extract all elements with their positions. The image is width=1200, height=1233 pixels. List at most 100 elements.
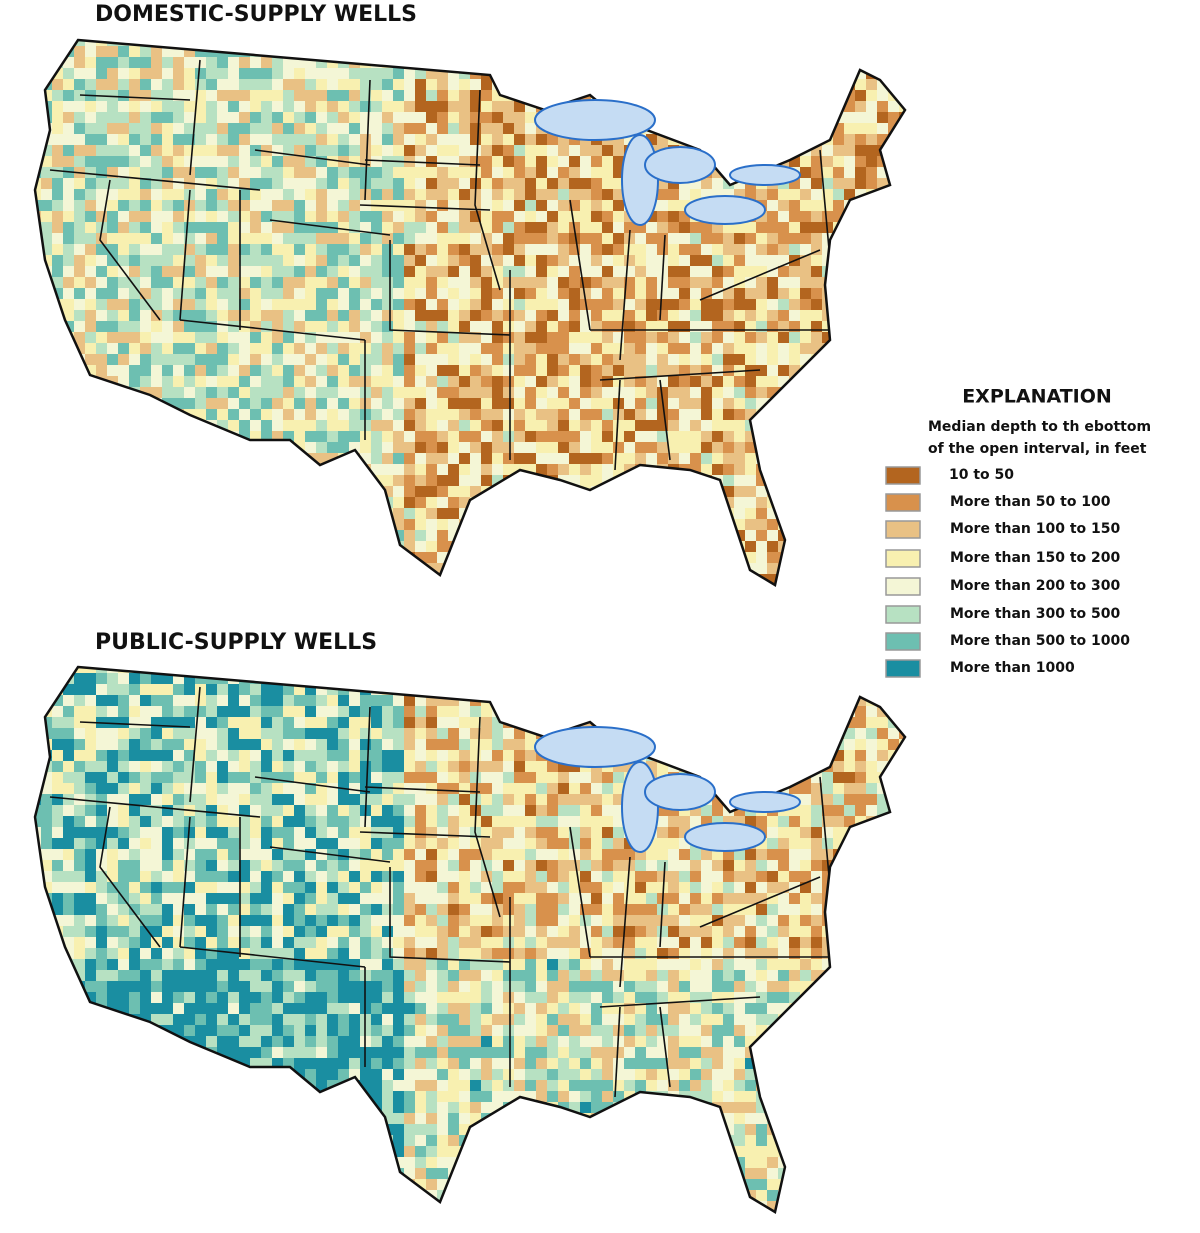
map-texture (426, 420, 438, 432)
map-texture (107, 486, 119, 498)
map-texture (547, 288, 559, 300)
map-texture (514, 277, 526, 289)
map-texture (140, 123, 152, 135)
map-texture (503, 563, 515, 575)
map-texture (756, 398, 768, 410)
state-border (614, 379, 621, 471)
map-texture (690, 552, 702, 564)
map-texture (877, 167, 889, 179)
map-texture (811, 376, 823, 388)
map-texture (514, 453, 526, 465)
map-texture (283, 486, 295, 498)
map-texture (844, 145, 856, 157)
map-texture (316, 178, 328, 190)
map-texture (635, 530, 647, 542)
map-texture (844, 552, 856, 564)
map-texture (63, 79, 75, 91)
map-texture (591, 321, 603, 333)
map-texture (514, 519, 526, 531)
map-texture (690, 761, 702, 773)
map-texture (591, 365, 603, 377)
map-texture (173, 376, 185, 388)
map-texture (338, 486, 350, 498)
map-texture (855, 68, 867, 80)
map-texture (327, 244, 339, 256)
map-texture (624, 519, 636, 531)
map-texture (382, 101, 394, 113)
map-texture (305, 475, 317, 487)
map-texture (712, 442, 724, 454)
map-texture (690, 398, 702, 410)
map-texture (52, 717, 64, 729)
map-texture (800, 211, 812, 223)
map-texture (855, 563, 867, 575)
map-texture (140, 112, 152, 124)
map-texture (679, 211, 691, 223)
map-texture (866, 255, 878, 267)
map-texture (195, 552, 207, 564)
map-texture (35, 354, 42, 366)
map-texture (668, 453, 680, 465)
map-texture (404, 431, 416, 443)
map-texture (591, 255, 603, 267)
map-texture (272, 486, 284, 498)
map-texture (888, 40, 900, 47)
map-texture (536, 156, 548, 168)
map-texture (118, 211, 130, 223)
map-texture (723, 667, 735, 674)
map-texture (888, 255, 900, 267)
map-texture (547, 486, 559, 498)
map-texture (327, 706, 339, 718)
map-texture (756, 519, 768, 531)
map-texture (624, 398, 636, 410)
map-texture (217, 409, 229, 421)
map-texture (723, 442, 735, 454)
map-texture (679, 123, 691, 135)
map-texture (492, 123, 504, 135)
map-texture (800, 497, 812, 509)
map-texture (272, 255, 284, 267)
map-texture (206, 667, 218, 674)
map-texture (382, 167, 394, 179)
map-texture (514, 585, 526, 597)
map-texture (547, 453, 559, 465)
map-texture (162, 684, 174, 696)
map-texture (272, 222, 284, 234)
map-texture (261, 310, 273, 322)
map-texture (195, 200, 207, 212)
map-texture (514, 145, 526, 157)
map-texture (140, 288, 152, 300)
map-texture (591, 431, 603, 443)
map-texture (723, 409, 735, 421)
map-texture (470, 211, 482, 223)
map-texture (569, 530, 581, 542)
map-texture (811, 431, 823, 443)
map-texture (657, 233, 669, 245)
map-texture (503, 288, 515, 300)
map-texture (173, 68, 185, 80)
map-texture (272, 706, 284, 718)
map-texture (811, 46, 823, 58)
map-texture (789, 332, 801, 344)
map-texture (580, 552, 592, 564)
map-texture (492, 761, 504, 773)
map-texture (580, 409, 592, 421)
map-texture (635, 431, 647, 443)
map-texture (492, 387, 504, 399)
map-texture (635, 332, 647, 344)
map-texture (250, 728, 262, 740)
map-texture (657, 574, 669, 585)
map-texture (591, 200, 603, 212)
map-texture (74, 563, 86, 575)
map-texture (360, 233, 372, 245)
map-texture (349, 40, 361, 47)
map-texture (646, 497, 658, 509)
map-texture (558, 442, 570, 454)
map-texture (195, 541, 207, 553)
map-texture (360, 288, 372, 300)
state-border (359, 204, 491, 211)
map-texture (415, 299, 427, 311)
map-texture (855, 486, 867, 498)
map-texture (899, 376, 905, 388)
map-texture (107, 343, 119, 355)
